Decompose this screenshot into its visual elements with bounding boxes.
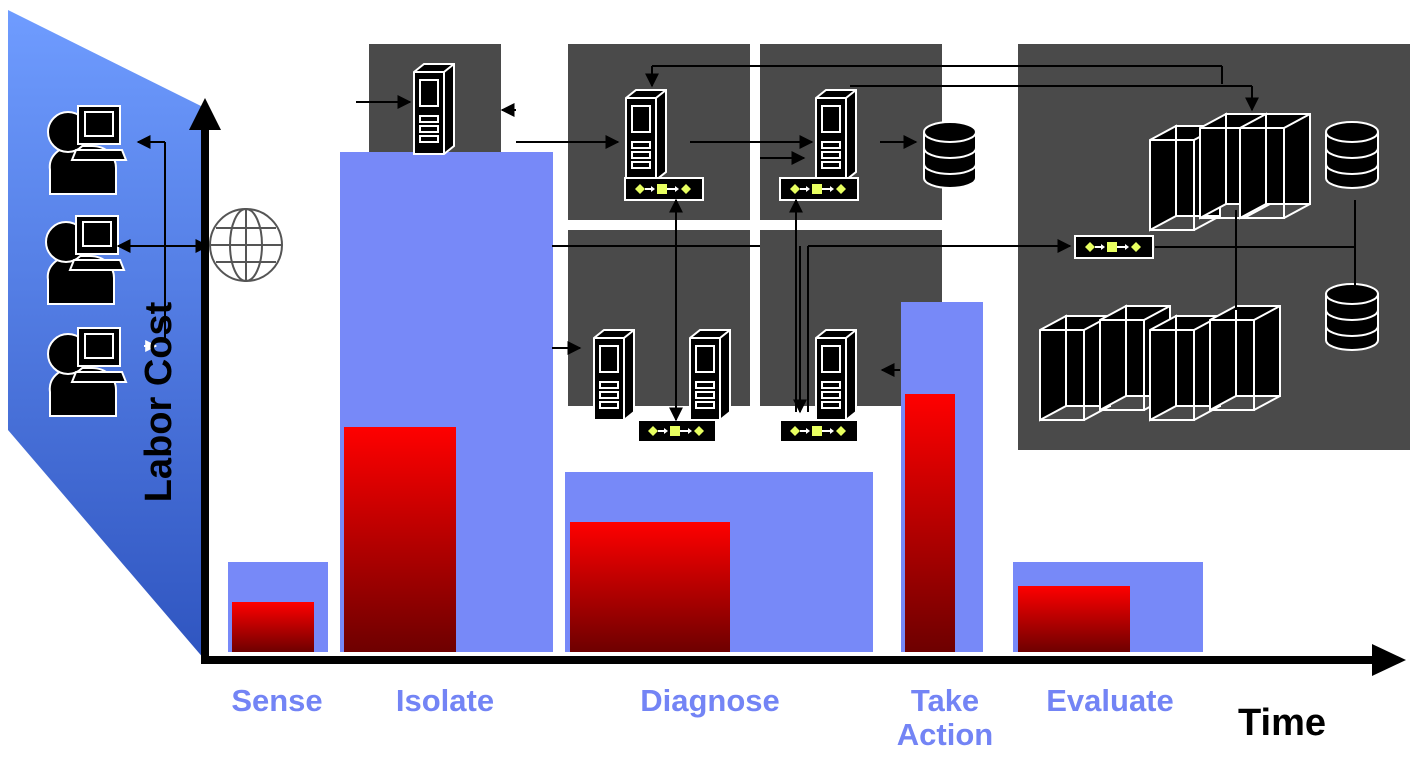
message-queue-icon	[779, 177, 859, 201]
message-queue-icon	[779, 419, 859, 443]
phase-label-take-action: Take Action	[896, 683, 994, 752]
server-tower-icon	[689, 329, 731, 421]
mainframe-icon	[1239, 113, 1311, 219]
phase-label-diagnose: Diagnose	[640, 683, 780, 718]
server-tower-icon	[593, 329, 635, 421]
message-queue-icon	[624, 177, 704, 201]
labor-cost-bar-evaluate	[1018, 586, 1130, 652]
x-axis-label: Time	[1238, 702, 1327, 744]
labor-cost-bar-isolate	[344, 427, 456, 652]
database-icon	[923, 121, 977, 189]
server-tower-icon	[413, 63, 455, 155]
globe-icon	[209, 208, 283, 282]
server-tower-icon	[815, 329, 857, 421]
user-terminal-icon	[47, 105, 127, 195]
labor-cost-bar-take-action	[905, 394, 955, 652]
database-icon	[1325, 121, 1379, 189]
y-axis-arrowhead	[189, 98, 221, 130]
x-axis-arrowhead	[1372, 644, 1406, 676]
labor-cost-bar-sense	[232, 602, 314, 652]
phase-label-isolate: Isolate	[395, 683, 495, 718]
database-icon	[1325, 283, 1379, 351]
mainframe-icon	[1209, 305, 1281, 411]
message-queue-icon	[637, 419, 717, 443]
user-terminal-icon	[45, 215, 125, 305]
message-queue-icon	[1074, 235, 1154, 259]
labor-cost-bar-diagnose	[570, 522, 730, 652]
phase-label-sense: Sense	[231, 683, 323, 718]
server-tower-icon	[625, 89, 667, 181]
phase-label-evaluate: Evaluate	[1046, 683, 1174, 718]
user-terminal-icon	[47, 327, 127, 417]
server-tower-icon	[815, 89, 857, 181]
y-axis-label: Labor Cost	[138, 301, 180, 503]
